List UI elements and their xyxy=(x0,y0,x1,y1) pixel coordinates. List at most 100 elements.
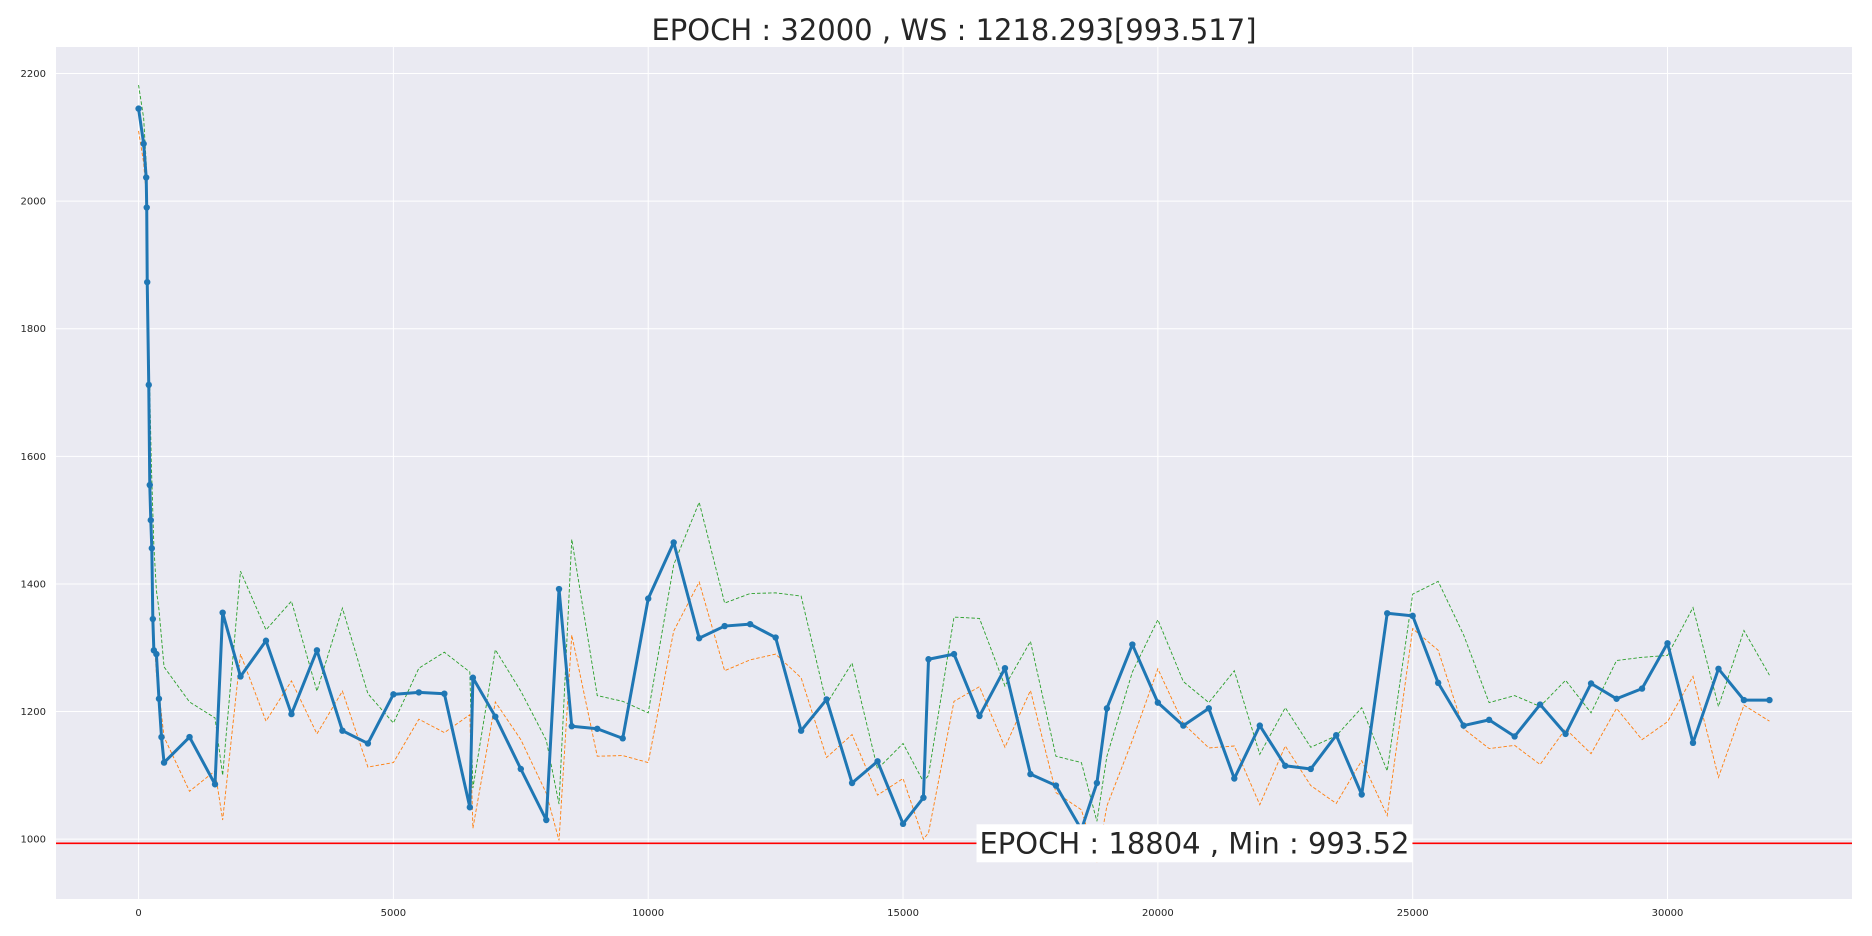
upper-bound-line xyxy=(138,84,1770,822)
min-annotation: EPOCH : 18804 , Min : 993.52 xyxy=(976,824,1413,863)
main-series-point xyxy=(1613,695,1620,702)
main-series-point xyxy=(1205,705,1213,712)
main-series-point xyxy=(262,637,270,644)
main-series-point xyxy=(568,723,575,730)
main-series-point xyxy=(670,539,677,546)
main-series-point xyxy=(594,725,601,732)
y-tick-label: 2200 xyxy=(21,69,46,80)
main-series-point xyxy=(772,634,779,641)
main-series-point xyxy=(1282,762,1289,769)
main-series-point xyxy=(160,759,168,766)
x-tick-label: 15000 xyxy=(887,908,919,919)
main-series-point xyxy=(950,650,958,658)
main-series-point xyxy=(1715,665,1722,673)
main-series-point xyxy=(211,781,219,788)
x-tick-label: 25000 xyxy=(1397,908,1429,919)
plot-area xyxy=(56,47,1852,899)
y-tick-label: 1600 xyxy=(21,452,46,463)
main-series-point xyxy=(1027,770,1034,778)
x-tick-label: 5000 xyxy=(381,908,406,919)
main-series-point xyxy=(517,765,524,773)
main-series-point xyxy=(925,656,932,663)
main-series-point xyxy=(823,696,830,703)
chart-title: EPOCH : 32000 , WS : 1218.293[993.517] xyxy=(651,13,1256,47)
main-series-point xyxy=(147,516,154,524)
y-tick-label: 1000 xyxy=(21,835,46,846)
grid xyxy=(56,47,1852,899)
main-series-point xyxy=(1664,640,1671,647)
main-series-point xyxy=(543,816,550,824)
main-series-point xyxy=(1409,612,1416,620)
main-series-point xyxy=(1766,696,1773,704)
main-series-point xyxy=(1231,775,1238,782)
main-series-point xyxy=(1460,722,1467,729)
main-series-point xyxy=(186,733,193,741)
y-tick-label: 1400 xyxy=(21,579,46,590)
x-tick-label: 0 xyxy=(135,908,141,919)
main-series-point xyxy=(390,691,397,698)
main-series-point xyxy=(1384,610,1391,617)
main-series-point xyxy=(237,673,244,680)
annotation-text: EPOCH : 18804 , Min : 993.52 xyxy=(979,826,1409,860)
main-series-point xyxy=(1358,791,1365,798)
main-series-point xyxy=(1511,733,1518,740)
main-series-point xyxy=(469,674,477,681)
main-series-point xyxy=(144,278,151,286)
main-series-point xyxy=(1307,765,1314,773)
lower-bound-line xyxy=(138,130,1770,863)
main-series-point xyxy=(555,585,563,593)
main-series-point xyxy=(364,740,372,747)
main-series-point xyxy=(135,105,142,112)
main-series-point xyxy=(1103,705,1111,712)
main-series-point xyxy=(797,727,805,734)
x-tick-label: 20000 xyxy=(1142,908,1174,919)
main-series-point xyxy=(1587,680,1595,687)
main-series-point xyxy=(441,690,448,697)
x-tick-label: 10000 xyxy=(632,908,664,919)
main-series-point xyxy=(153,650,160,658)
main-series-point xyxy=(976,712,983,720)
main-series-point xyxy=(145,381,152,389)
main-series-point xyxy=(721,622,728,630)
main-series-point xyxy=(288,710,295,718)
x-tick-label: 30000 xyxy=(1652,908,1684,919)
main-series-point xyxy=(1256,722,1263,729)
main-series-point xyxy=(848,779,856,787)
main-series-point xyxy=(645,595,652,602)
main-series-point xyxy=(920,794,927,801)
main-series-point xyxy=(619,735,626,742)
main-series-point xyxy=(339,727,346,734)
y-axis: 1000 1200 1400 1600 1800 2000 2200 xyxy=(21,69,46,846)
main-series-point xyxy=(746,620,754,628)
main-series-point xyxy=(143,174,150,181)
x-axis: 0 5000 10000 15000 20000 25000 30000 xyxy=(135,908,1683,919)
annotation-background xyxy=(976,824,1413,863)
main-series-point xyxy=(1001,664,1009,672)
main-series-point xyxy=(140,140,147,147)
main-series-point xyxy=(1180,722,1187,729)
main-series-point xyxy=(695,634,703,642)
main-series-point xyxy=(1485,716,1493,724)
y-tick-label: 1200 xyxy=(21,707,46,718)
main-series-point xyxy=(1689,739,1697,747)
main-series-point xyxy=(1434,679,1442,687)
main-series-point xyxy=(415,689,423,696)
main-series-point xyxy=(1562,730,1569,738)
main-series-point xyxy=(1129,641,1136,648)
main-series-point xyxy=(143,204,150,211)
main-series-point xyxy=(155,695,163,702)
main-series-point xyxy=(1052,782,1060,789)
main-series-point xyxy=(1333,731,1340,739)
main-series-point xyxy=(149,615,157,623)
y-tick-label: 2000 xyxy=(21,197,46,208)
main-series-point xyxy=(148,545,156,552)
series-layer xyxy=(56,84,1852,863)
main-series-point xyxy=(219,609,226,616)
main-series-point xyxy=(899,820,907,828)
main-series-point xyxy=(313,647,321,654)
main-series-point xyxy=(466,804,474,811)
main-series-point xyxy=(1740,696,1748,704)
main-series-point xyxy=(1093,779,1101,787)
main-series-point xyxy=(1154,699,1162,706)
